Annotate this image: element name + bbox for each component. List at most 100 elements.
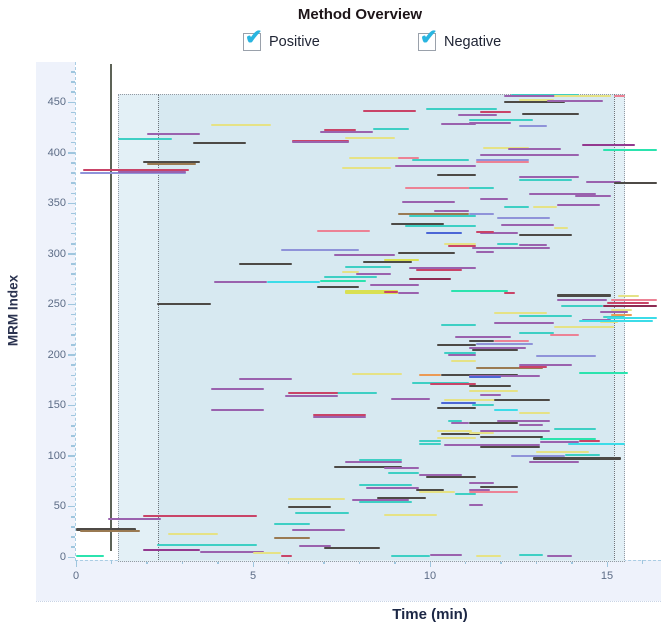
mrm-segment [419,439,441,442]
mrm-segment [539,437,597,440]
mrm-segment [451,421,469,424]
mrm-segment [118,138,172,141]
mrm-segment [479,486,519,489]
mrm-segment [345,137,395,140]
y-tick [71,111,75,114]
y-tick-label: 450 [47,96,66,108]
x-tick [110,560,113,564]
y-tick [68,253,75,255]
mrm-segment [341,166,392,169]
mrm-segment [323,129,356,132]
mrm-segment [504,94,569,97]
y-tick [71,131,75,134]
mrm-segment [497,242,519,245]
mrm-segment [295,511,349,514]
mrm-segment [391,554,430,557]
y-tick [71,212,75,215]
mrm-segment [419,474,462,477]
mrm-segment [274,522,310,525]
mrm-segment [383,291,399,294]
mrm-segment [479,111,512,114]
mrm-segment [430,553,462,556]
y-tick [71,526,75,528]
mrm-segment [168,532,218,535]
y-tick [71,516,75,518]
mrm-segment [479,198,508,201]
mrm-segment [614,94,625,97]
mrm-segment [214,280,268,283]
negative-checkbox[interactable]: ✔ Negative [418,27,502,54]
mrm-segment [76,554,105,557]
mrm-segment [412,158,469,161]
mrm-segment [511,93,579,96]
mrm-segment [437,436,477,439]
mrm-segment [323,546,381,549]
mrm-segment [553,227,569,230]
acquisition-window-left-handle[interactable] [158,93,160,561]
mrm-segment [518,412,551,415]
mrm-segment [334,466,402,468]
mrm-segment [553,326,615,329]
mrm-segment [408,277,452,280]
x-tick-label: 0 [72,570,80,582]
mrm-segment [398,156,420,159]
mrm-segment [359,484,413,487]
mrm-segment [536,450,590,453]
mrm-segment [553,427,597,430]
y-tick [71,141,75,144]
mrm-segment [426,476,476,479]
mrm-segment [497,419,551,422]
mrm-segment [83,168,190,171]
mrm-segment [472,404,494,407]
mrm-segment [313,414,367,417]
y-tick [71,243,75,245]
mrm-segment [479,232,519,235]
y-tick-label: 300 [47,247,66,260]
mrm-segment [408,266,476,269]
mrm-segment [472,348,519,351]
mrm-segment [238,378,292,381]
y-tick-label: 150 [47,399,66,412]
mrm-segment [479,445,540,448]
mrm-segment [472,246,551,249]
y-tick [71,344,75,346]
negative-checkbox-label[interactable]: Negative [444,34,502,50]
mrm-segment [603,305,657,308]
acquisition-window-right-handle[interactable] [614,93,616,561]
y-tick [71,293,75,296]
mrm-segment [143,548,200,551]
mrm-segment [468,122,512,125]
mrm-segment [366,487,420,490]
mrm-segment [288,498,346,501]
mrm-segment [334,253,395,256]
x-tick [606,560,608,567]
mrm-segment [557,299,607,302]
positive-checkbox[interactable]: ✔ Positive [243,27,320,54]
mrm-segment [359,458,402,461]
y-tick [71,323,75,326]
axis-strip-edge [36,601,661,602]
mrm-segment [267,280,321,283]
mrm-segment [603,148,657,151]
polarity-checkbox-row: ✔ Positive ✔ Negative [0,27,671,56]
y-tick [71,334,75,336]
y-tick-label: 200 [47,348,66,361]
time-marker-line[interactable] [110,64,113,551]
mrm-segment [476,250,494,253]
mrm-segment [238,262,292,265]
checkbox-box[interactable]: ✔ [418,27,438,51]
mrm-segment [504,101,565,103]
y-tick [71,182,75,184]
mrm-segment [546,99,604,102]
y-tick-label: 0 [59,551,66,563]
y-tick [71,435,75,437]
mrm-segment [447,244,476,247]
checkbox-box[interactable]: ✔ [243,27,263,51]
mrm-segment [546,554,572,557]
y-tick [71,425,75,427]
mrm-segment [352,499,409,502]
positive-checkbox-label[interactable]: Positive [269,34,320,50]
mrm-segment [617,295,639,298]
mrm-segment [143,514,257,517]
